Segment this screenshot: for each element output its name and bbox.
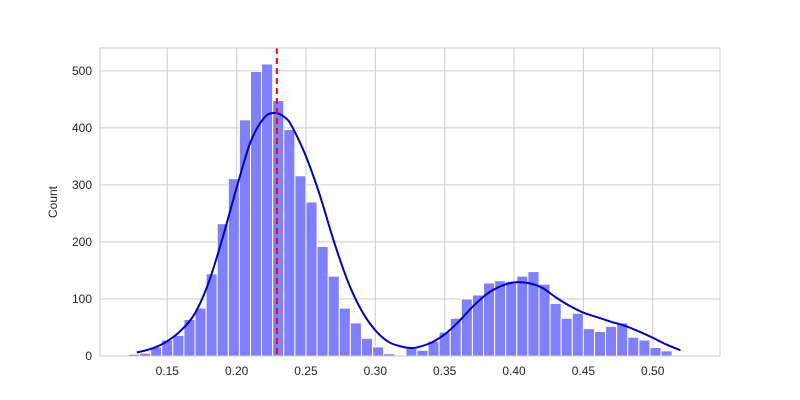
x-tick-label: 0.45 [572,364,596,378]
y-tick-label: 0 [85,349,92,363]
histogram-bar [360,337,374,357]
x-tick-label: 0.15 [156,364,180,378]
y-tick-label: 100 [72,292,92,306]
x-axis-ticks: 0.15 0.20 0.25 0.30 0.35 0.40 0.45 0.50 [156,364,665,378]
histogram-bar [627,336,640,357]
histogram-bar [582,328,595,357]
histogram-bar [616,322,629,357]
histogram-bar [338,307,351,357]
histogram-bar [560,317,573,357]
histogram-bar [505,280,518,357]
histogram-bar [638,339,651,357]
x-tick-label: 0.40 [502,364,526,378]
histogram-bar [216,223,229,357]
histogram-bar [194,307,207,357]
kde-curve [136,112,681,354]
histogram-bar [372,346,385,357]
histogram-bar [416,349,429,357]
histogram-bar [172,334,185,357]
histogram-bar [249,70,263,357]
histogram-bar [649,346,662,357]
plot-background [100,48,720,356]
histogram-bar [272,99,285,357]
plot-frame [99,47,721,357]
histogram-bar [283,129,296,357]
y-tick-label: 500 [72,64,92,78]
histogram-bar [483,282,496,357]
histogram-bar [238,119,251,357]
histogram-bar [549,303,562,357]
x-tick-label: 0.20 [225,364,249,378]
histogram-bar [227,178,240,357]
histogram-bar [405,348,418,357]
histogram-bar [261,63,274,357]
x-tick-label: 0.30 [364,364,388,378]
y-tick-label: 400 [72,121,92,135]
histogram-bar [593,330,607,357]
histogram-bar [438,331,451,357]
y-axis-title: Count [46,185,60,218]
histogram-bar [516,275,529,357]
histogram-bar [294,175,307,357]
histogram-bar [327,275,340,357]
grid [100,48,720,357]
x-tick-label: 0.50 [641,364,665,378]
y-tick-label: 300 [72,178,92,192]
histogram-bar [605,325,618,357]
x-tick-label: 0.35 [433,364,457,378]
histogram-bar [494,280,507,357]
histogram-bar [571,312,584,357]
histogram-bar [305,201,318,357]
histogram-bar [316,245,329,357]
histogram-bar [660,350,673,357]
x-tick-label: 0.25 [294,364,318,378]
y-tick-label: 200 [72,235,92,249]
histogram-bar [538,283,551,357]
histogram-bar [349,322,362,357]
y-axis-ticks: 0 100 200 300 400 500 [72,64,92,363]
